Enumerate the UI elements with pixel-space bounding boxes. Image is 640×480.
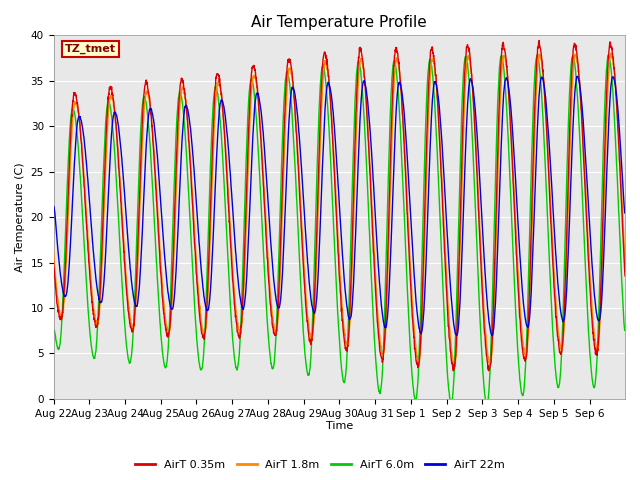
Title: Air Temperature Profile: Air Temperature Profile — [252, 15, 427, 30]
Y-axis label: Air Temperature (C): Air Temperature (C) — [15, 162, 25, 272]
X-axis label: Time: Time — [326, 421, 353, 432]
Text: TZ_tmet: TZ_tmet — [65, 44, 116, 54]
Legend: AirT 0.35m, AirT 1.8m, AirT 6.0m, AirT 22m: AirT 0.35m, AirT 1.8m, AirT 6.0m, AirT 2… — [131, 456, 509, 474]
